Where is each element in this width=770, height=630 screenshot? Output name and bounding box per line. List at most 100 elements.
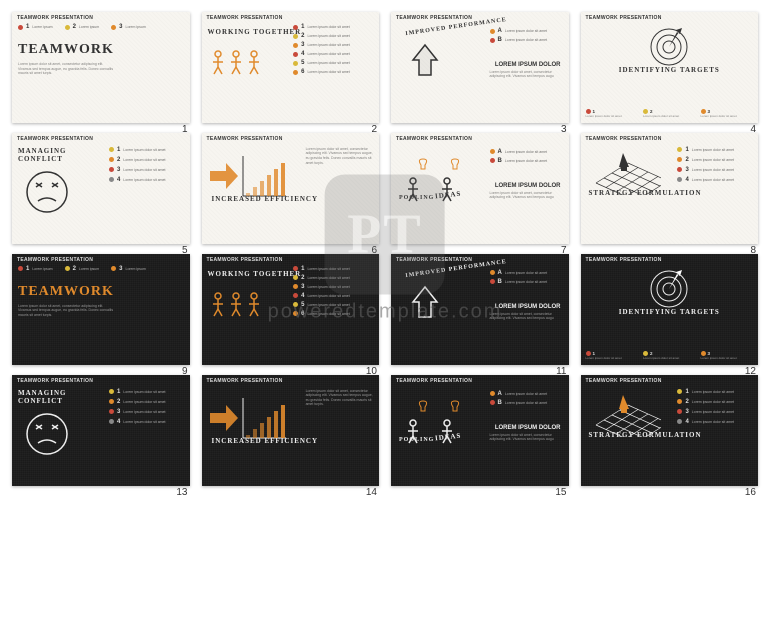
letter-list: A Lorem ipsum dolor sit amet B Lorem ips… [490, 28, 561, 43]
bullet-item: 1 Lorem ipsum dolor sit amet [293, 24, 373, 30]
bullet-num: 2 [685, 399, 688, 405]
letter-label: B [498, 158, 502, 164]
slide-title-1: POOLING [399, 437, 434, 443]
slide-header: TEAMWORK PRESENTATION [396, 378, 472, 384]
slide-title: MANAGING CONFLICT [18, 389, 107, 405]
col-text: Lorem ipsum dolor sit amet [586, 115, 639, 119]
bullet-num: 3 [117, 167, 120, 173]
slide-wrap: TEAMWORK PRESENTATION POOLINGIDEAS A Lor… [391, 133, 569, 244]
bullet-list: 1 Lorem ipsum dolor sit amet 2 Lorem ips… [293, 24, 373, 75]
bullet-item: 3 Lorem ipsum dolor sit amet [293, 284, 373, 290]
slide-wrap: TEAMWORK PRESENTATION INCREASED EFFICIEN… [202, 375, 380, 486]
bullet-text: Lorem ipsum dolor sit amet [692, 390, 734, 394]
letter-text: Lorem ipsum dolor sit amet [505, 392, 547, 396]
slide-4[interactable]: TEAMWORK PRESENTATION IDENTIFYING TARGET… [581, 12, 759, 123]
slide-8[interactable]: TEAMWORK PRESENTATION STRATEGY FORMULATI… [581, 133, 759, 244]
slide-3[interactable]: TEAMWORK PRESENTATIONIMPROVED PERFORMANC… [391, 12, 569, 123]
slide-6[interactable]: TEAMWORK PRESENTATION INCREASED EFFICIEN… [202, 133, 380, 244]
col-item: 2 Lorem ipsum dolor sit amet [643, 351, 696, 361]
slide-wrap: TEAMWORK PRESENTATION INCREASED EFFICIEN… [202, 133, 380, 244]
letter-item: A Lorem ipsum dolor sit amet [490, 270, 561, 276]
slide-wrap: TEAMWORK PRESENTATIONTEAMWORKLorem ipsum… [12, 254, 190, 365]
slide-header: TEAMWORK PRESENTATION [17, 378, 93, 384]
slide-header: TEAMWORK PRESENTATION [207, 257, 283, 263]
letter-text: Lorem ipsum dolor sit amet [505, 29, 547, 33]
slide-2[interactable]: TEAMWORK PRESENTATIONWORKING TOGETHER 1 … [202, 12, 380, 123]
col-item: 1 Lorem ipsum dolor sit amet [586, 351, 639, 361]
slide-header: TEAMWORK PRESENTATION [207, 378, 283, 384]
sub-text: Lorem ipsum dolor sit amet, consectetur … [490, 191, 561, 199]
slide-title: STRATEGY FORMULATION [589, 431, 702, 439]
bullet-text: Lorem ipsum dolor sit amet [307, 43, 349, 47]
bullet-text: Lorem ipsum dolor sit amet [692, 420, 734, 424]
bullet-num: 2 [685, 157, 688, 163]
bullet-num: 2 [117, 399, 120, 405]
slide-13[interactable]: TEAMWORK PRESENTATION MANAGING CONFLICT 1… [12, 375, 190, 486]
col-item: 3 Lorem ipsum dolor sit amet [701, 109, 754, 119]
bullet-text: Lorem ipsum dolor sit amet [123, 420, 165, 424]
angry-face-icon [22, 409, 72, 459]
letter-label: A [498, 391, 502, 397]
slide-header: TEAMWORK PRESENTATION [396, 257, 472, 263]
bullet-text: Lorem ipsum dolor sit amet [692, 178, 734, 182]
slide-16[interactable]: TEAMWORK PRESENTATION STRATEGY FORMULATI… [581, 375, 759, 486]
subtitle: LOREM IPSUM DOLOR [495, 425, 561, 431]
bullet-text: Lorem ipsum dolor sit amet [307, 70, 349, 74]
bullet-item: 4 Lorem ipsum dolor sit amet [293, 293, 373, 299]
slide-wrap: TEAMWORK PRESENTATIONTEAMWORKLorem ipsum… [12, 12, 190, 123]
slide-number: 14 [366, 487, 377, 498]
bullet-text: Lorem ipsum dolor sit amet [123, 400, 165, 404]
bullet-text: Lorem ipsum dolor sit amet [123, 158, 165, 162]
bullet-num: 1 [301, 24, 304, 30]
chart-arrow-icon [208, 151, 288, 201]
letter-item: A Lorem ipsum dolor sit amet [490, 28, 561, 34]
bullet-item: 4 Lorem ipsum dolor sit amet [677, 177, 752, 183]
slide-7[interactable]: TEAMWORK PRESENTATION POOLINGIDEAS A Lor… [391, 133, 569, 244]
slide-wrap: TEAMWORK PRESENTATION STRATEGY FORMULATI… [581, 133, 759, 244]
slide-wrap: TEAMWORK PRESENTATION MANAGING CONFLICT 1… [12, 375, 190, 486]
bullet-num: 1 [301, 266, 304, 272]
slide-15[interactable]: TEAMWORK PRESENTATION POOLINGIDEAS A Lor… [391, 375, 569, 486]
slide-title: WORKING TOGETHER [208, 270, 302, 278]
slide-title: INCREASED EFFICIENCY [212, 437, 319, 445]
slide-wrap: TEAMWORK PRESENTATION IDENTIFYING TARGET… [581, 12, 759, 123]
slide-grid: TEAMWORK PRESENTATION TEAMWORK Lorem ipsum… [12, 12, 758, 486]
bullet-item: 3Lorem ipsum [111, 24, 146, 30]
slide-wrap: TEAMWORK PRESENTATION POOLINGIDEAS A Lor… [391, 375, 569, 486]
bullet-list: 1 Lorem ipsum dolor sit amet 2 Lorem ips… [109, 389, 184, 425]
slide-11[interactable]: TEAMWORK PRESENTATIONIMPROVED PERFORMANC… [391, 254, 569, 365]
slide-14[interactable]: TEAMWORK PRESENTATION INCREASED EFFICIEN… [202, 375, 380, 486]
slide-title: INCREASED EFFICIENCY [212, 195, 319, 203]
bullet-item: 1 Lorem ipsum dolor sit amet [109, 147, 184, 153]
sub-text: Lorem ipsum dolor sit amet, consectetur … [490, 433, 561, 441]
bullet-num: 5 [301, 60, 304, 66]
bullet-text: Lorem ipsum dolor sit amet [307, 25, 349, 29]
main-title: TEAMWORK [18, 42, 114, 58]
slide-9[interactable]: TEAMWORK PRESENTATIONTEAMWORKLorem ipsum… [12, 254, 190, 365]
chess-grid-icon [591, 387, 661, 437]
bullet-num: 1 [117, 147, 120, 153]
stick-figures-icon [206, 42, 276, 92]
bullet-num: 6 [301, 69, 304, 75]
slide-12[interactable]: TEAMWORK PRESENTATION IDENTIFYING TARGET… [581, 254, 759, 365]
subtitle: LOREM IPSUM DOLOR [495, 62, 561, 68]
chess-grid-icon [591, 145, 661, 195]
letter-label: A [498, 28, 502, 34]
bullet-item: 2 Lorem ipsum dolor sit amet [109, 157, 184, 163]
sub-text: Lorem ipsum dolor sit amet, consectetur … [490, 70, 561, 78]
letter-text: Lorem ipsum dolor sit amet [505, 271, 547, 275]
three-col: 1 Lorem ipsum dolor sit amet 2 Lorem ips… [586, 109, 754, 119]
slide-title-1: POOLING [399, 195, 434, 201]
letter-item: B Lorem ipsum dolor sit amet [490, 37, 561, 43]
bullet-list: 1 Lorem ipsum dolor sit amet 2 Lorem ips… [109, 147, 184, 183]
letter-text: Lorem ipsum dolor sit amet [505, 401, 547, 405]
bullet-text: Lorem ipsum dolor sit amet [307, 312, 349, 316]
letter-text: Lorem ipsum dolor sit amet [505, 159, 547, 163]
slide-5[interactable]: TEAMWORK PRESENTATIONMANAGING CONFLICT 1… [12, 133, 190, 244]
slide-10[interactable]: TEAMWORK PRESENTATIONWORKING TOGETHER 1 … [202, 254, 380, 365]
slide-number: 13 [176, 487, 187, 498]
bullet-list: 1 Lorem ipsum dolor sit amet 2 Lorem ips… [677, 389, 752, 425]
letter-list: A Lorem ipsum dolor sit amet B Lorem ips… [490, 149, 561, 164]
bullet-item: 5 Lorem ipsum dolor sit amet [293, 60, 373, 66]
slide-1[interactable]: TEAMWORK PRESENTATIONTEAMWORKLorem ipsum… [12, 12, 190, 123]
